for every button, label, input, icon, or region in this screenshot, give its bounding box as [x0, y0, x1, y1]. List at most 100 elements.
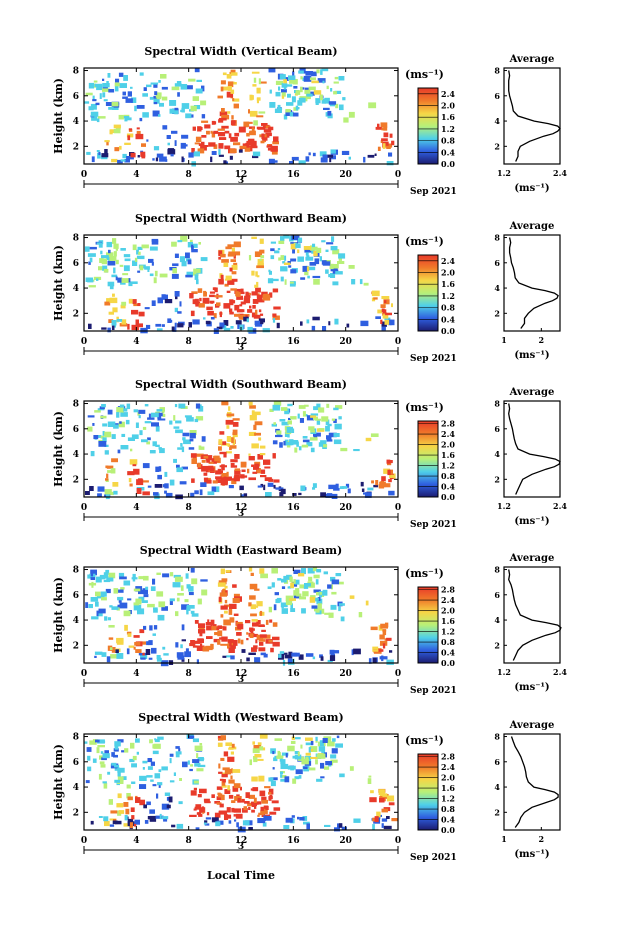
heatmap-cell	[335, 103, 339, 109]
avg-profile-line	[508, 70, 561, 162]
heatmap-cell	[119, 421, 122, 424]
heatmap-cell	[232, 418, 240, 421]
heatmap-cell	[252, 741, 255, 745]
heatmap-cell	[324, 97, 330, 104]
heatmap-cell	[200, 257, 208, 262]
heatmap-cell	[204, 820, 208, 823]
heatmap-cell	[282, 261, 286, 264]
heatmap-cell	[148, 657, 153, 660]
heatmap-cell	[259, 568, 265, 574]
heatmap-cell	[224, 610, 228, 614]
heatmap-cell	[127, 437, 135, 441]
heatmap-cell	[280, 774, 283, 778]
heatmap-cell	[184, 415, 192, 418]
heatmap-cell	[123, 823, 132, 827]
heatmap-cell	[94, 651, 103, 655]
heatmap-cell	[325, 112, 329, 117]
heatmap-cell	[133, 303, 141, 307]
heatmap-cell	[143, 87, 147, 91]
heatmap-cell	[373, 484, 379, 488]
heatmap-cell	[382, 630, 387, 636]
heatmap-cell	[213, 460, 217, 464]
heatmap-cell	[191, 148, 195, 153]
heatmap-cell	[175, 429, 183, 434]
heatmap-cell	[256, 265, 264, 269]
y-axis-label: Height (km)	[52, 411, 65, 487]
heatmap-cell	[181, 107, 185, 111]
heatmap-cell	[276, 322, 280, 329]
heatmap-cell	[331, 418, 336, 421]
heatmap-cell	[97, 408, 105, 411]
heatmap-cell	[311, 80, 319, 84]
heatmap-cell	[300, 744, 303, 749]
heatmap-cell	[287, 765, 296, 770]
heatmap-cell	[199, 743, 203, 746]
heatmap-cell	[129, 483, 133, 487]
heatmap-cell	[119, 323, 128, 327]
heatmap-cell	[306, 266, 310, 272]
heatmap-cell	[315, 102, 319, 105]
heatmap-cell	[153, 743, 161, 749]
avg-frame	[503, 67, 561, 165]
x-axis-label: Local Time	[207, 869, 275, 882]
heatmap-cell	[119, 145, 122, 150]
heatmap-cell	[104, 450, 109, 455]
heatmap-cell	[206, 459, 210, 463]
heatmap-cell	[249, 94, 253, 101]
heatmap-cell	[113, 423, 119, 426]
heatmap-cell	[184, 599, 189, 603]
heatmap-cell	[258, 647, 266, 652]
day-marker: 3	[238, 176, 244, 186]
heatmap-cell	[331, 236, 335, 242]
heatmap-cell	[264, 477, 272, 481]
heatmap-cell	[380, 122, 388, 128]
avg-frame	[503, 234, 561, 332]
heatmap-cell	[119, 83, 127, 88]
heatmap-cell	[210, 301, 214, 304]
heatmap-cell	[255, 463, 260, 470]
heatmap-cell	[234, 469, 241, 475]
heatmap-cell	[259, 258, 262, 261]
heatmap-cell	[218, 119, 224, 123]
heatmap-cell	[172, 268, 177, 274]
heatmap-cell	[304, 404, 309, 407]
heatmap-cell	[301, 608, 306, 614]
heatmap-cell	[256, 299, 265, 303]
heatmap-cell	[226, 91, 234, 98]
heatmap-cell	[149, 246, 158, 251]
heatmap-cell	[248, 602, 252, 607]
heatmap-cell	[98, 773, 102, 780]
heatmap-cell	[95, 576, 102, 583]
colorbar-tick-label: 0.0	[441, 326, 455, 336]
heatmap-cell	[109, 818, 117, 821]
heatmap-cell	[107, 421, 116, 427]
heatmap-cell	[118, 421, 125, 428]
heatmap-cell	[379, 656, 388, 660]
heatmap-cell	[141, 143, 146, 147]
heatmap-cell	[120, 587, 125, 590]
heatmap-cell	[174, 404, 178, 408]
heatmap-cell	[313, 406, 320, 411]
heatmap-cell	[258, 78, 261, 85]
y-axis-label: Height (km)	[52, 577, 65, 653]
heatmap-cell	[309, 262, 317, 266]
heatmap-cell	[151, 647, 157, 654]
heatmap-cell	[252, 84, 257, 87]
heatmap-cell	[291, 235, 300, 240]
heatmap-cell	[271, 582, 275, 588]
heatmap-cell	[118, 114, 124, 120]
heatmap-cell	[110, 468, 116, 474]
heatmap-cell	[230, 72, 238, 76]
heatmap-cell	[317, 597, 321, 601]
heatmap-cell	[293, 579, 296, 584]
heatmap-cell	[176, 823, 184, 829]
heatmap-cell	[197, 794, 202, 798]
heatmap-cell	[351, 649, 354, 656]
heatmap-cell	[283, 575, 287, 580]
heatmap-cell	[232, 434, 238, 438]
heatmap-cell	[305, 653, 314, 657]
heatmap-cell	[287, 586, 291, 589]
heatmap-cell	[134, 257, 138, 262]
heatmap-cell	[238, 149, 243, 153]
